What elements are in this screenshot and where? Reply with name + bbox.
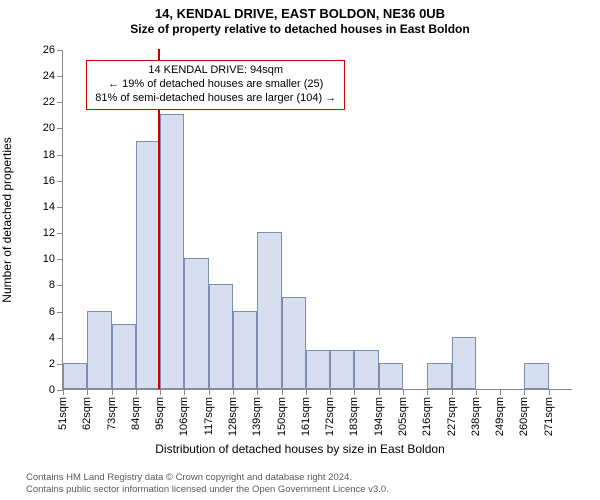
x-tick [476, 389, 477, 395]
footer-line-1: Contains HM Land Registry data © Crown c… [26, 472, 600, 484]
x-tick-label: 227sqm [446, 397, 458, 436]
x-tick-label: 216sqm [421, 397, 433, 436]
histogram-bar [87, 311, 111, 389]
y-tick [57, 312, 63, 313]
x-tick [257, 389, 258, 395]
x-tick-label: 161sqm [300, 397, 312, 436]
x-tick [63, 389, 64, 395]
x-tick-label: 139sqm [251, 397, 263, 436]
annotation-line-2: ← 19% of detached houses are smaller (25… [95, 78, 336, 92]
x-tick-label: 73sqm [106, 397, 118, 430]
x-tick-label: 238sqm [470, 397, 482, 436]
histogram-bar [257, 232, 281, 389]
y-tick [57, 128, 63, 129]
y-tick-label: 26 [43, 44, 55, 56]
histogram-bar [282, 297, 306, 389]
x-tick-label: 194sqm [373, 397, 385, 436]
x-tick-label: 150sqm [276, 397, 288, 436]
y-tick-label: 10 [43, 253, 55, 265]
y-tick [57, 207, 63, 208]
y-tick-label: 4 [49, 332, 55, 344]
x-tick [403, 389, 404, 395]
x-tick-label: 106sqm [178, 397, 190, 436]
histogram-bar [379, 363, 403, 389]
x-tick-label: 51sqm [57, 397, 69, 430]
x-tick [452, 389, 453, 395]
x-tick [233, 389, 234, 395]
y-tick [57, 285, 63, 286]
x-tick [427, 389, 428, 395]
x-tick [282, 389, 283, 395]
x-tick [306, 389, 307, 395]
x-tick-label: 249sqm [494, 397, 506, 436]
x-tick [87, 389, 88, 395]
y-tick-label: 2 [49, 358, 55, 370]
x-tick-label: 117sqm [203, 397, 215, 435]
y-tick-label: 0 [49, 384, 55, 396]
x-tick [112, 389, 113, 395]
y-tick [57, 102, 63, 103]
y-tick-label: 8 [49, 279, 55, 291]
x-tick [500, 389, 501, 395]
y-tick-label: 20 [43, 122, 55, 134]
histogram-bar [306, 350, 330, 389]
x-tick [549, 389, 550, 395]
histogram-bar [184, 258, 208, 389]
x-tick [379, 389, 380, 395]
y-tick-label: 12 [43, 227, 55, 239]
y-tick-label: 18 [43, 149, 55, 161]
histogram-bar [330, 350, 354, 389]
x-tick [136, 389, 137, 395]
histogram-bar [524, 363, 548, 389]
histogram-bar [427, 363, 451, 389]
footer-line-2: Contains public sector information licen… [26, 484, 600, 496]
x-tick-label: 183sqm [348, 397, 360, 436]
y-tick [57, 76, 63, 77]
x-tick [209, 389, 210, 395]
x-tick-label: 128sqm [227, 397, 239, 436]
y-tick [57, 338, 63, 339]
chart-subtitle: Size of property relative to detached ho… [0, 21, 600, 36]
plot-region: 0246810121416182022242651sqm62sqm73sqm84… [62, 50, 572, 390]
y-tick-label: 22 [43, 96, 55, 108]
histogram-bar [63, 363, 87, 389]
x-tick [330, 389, 331, 395]
x-tick-label: 271sqm [543, 397, 555, 436]
x-tick-label: 62sqm [81, 397, 93, 430]
chart-title: 14, KENDAL DRIVE, EAST BOLDON, NE36 0UB [0, 0, 600, 21]
histogram-bar [112, 324, 136, 389]
histogram-bar [160, 114, 184, 389]
x-tick [354, 389, 355, 395]
annotation-box: 14 KENDAL DRIVE: 94sqm ← 19% of detached… [86, 60, 345, 109]
x-axis-label: Distribution of detached houses by size … [0, 442, 600, 456]
chart-container: 14, KENDAL DRIVE, EAST BOLDON, NE36 0UB … [0, 0, 600, 500]
annotation-line-1: 14 KENDAL DRIVE: 94sqm [95, 64, 336, 78]
y-axis-label: Number of detached properties [0, 137, 14, 302]
x-tick [184, 389, 185, 395]
histogram-bar [233, 311, 257, 389]
y-tick [57, 259, 63, 260]
histogram-bar [136, 141, 160, 389]
y-tick [57, 50, 63, 51]
x-tick [524, 389, 525, 395]
histogram-bar [452, 337, 476, 389]
annotation-line-3: 81% of semi-detached houses are larger (… [95, 92, 336, 106]
histogram-bar [354, 350, 378, 389]
x-tick-label: 205sqm [397, 397, 409, 436]
footer: Contains HM Land Registry data © Crown c… [0, 472, 600, 496]
y-tick-label: 6 [49, 306, 55, 318]
y-tick-label: 14 [43, 201, 55, 213]
x-tick-label: 260sqm [518, 397, 530, 436]
y-tick-label: 24 [43, 70, 55, 82]
x-tick-label: 95sqm [154, 397, 166, 430]
x-tick [160, 389, 161, 395]
y-tick [57, 181, 63, 182]
y-tick [57, 155, 63, 156]
x-tick-label: 172sqm [324, 397, 336, 436]
y-tick-label: 16 [43, 175, 55, 187]
y-tick [57, 233, 63, 234]
histogram-bar [209, 284, 233, 389]
x-tick-label: 84sqm [130, 397, 142, 430]
